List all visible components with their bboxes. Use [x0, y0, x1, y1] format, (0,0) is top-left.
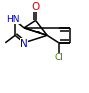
- Text: Cl: Cl: [54, 53, 63, 62]
- Text: HN: HN: [7, 15, 20, 24]
- Text: N: N: [20, 39, 28, 49]
- Text: O: O: [32, 1, 40, 12]
